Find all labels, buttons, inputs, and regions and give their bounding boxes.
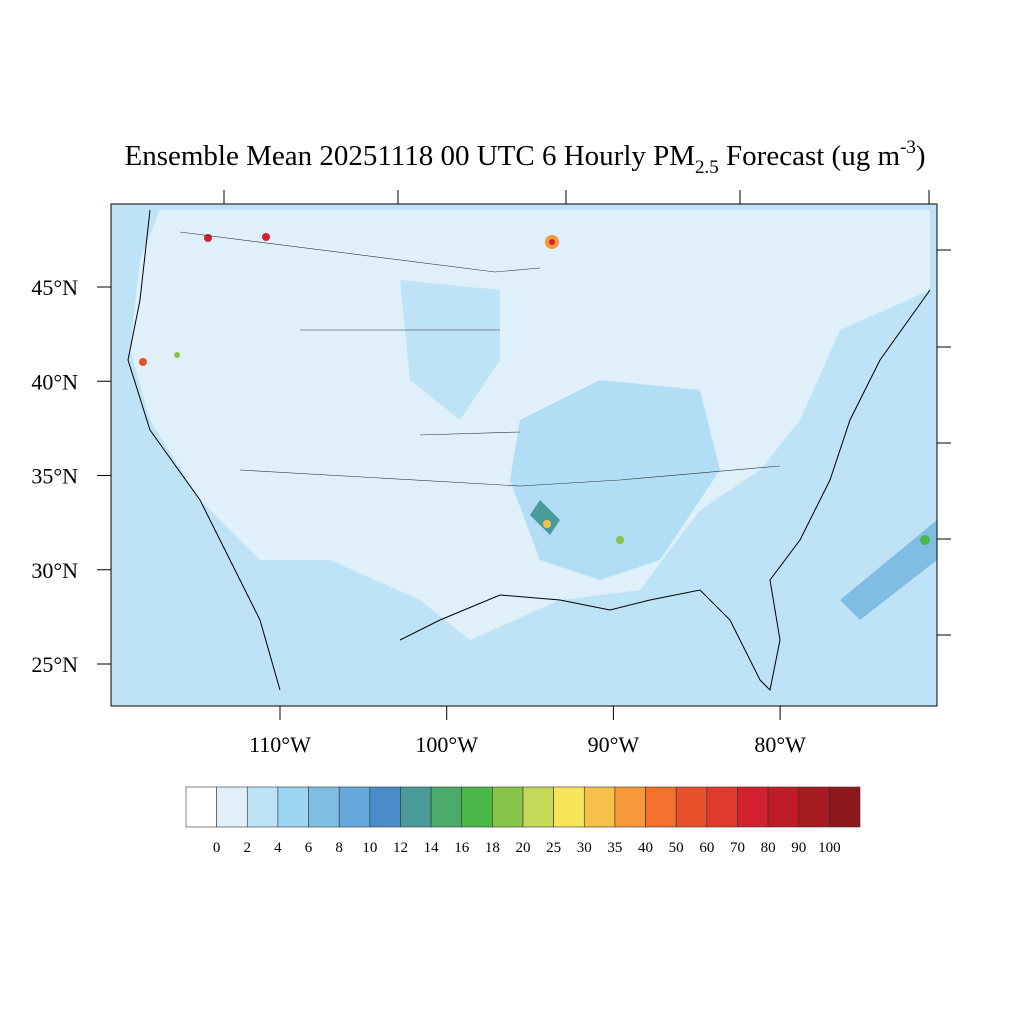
colorbar-label: 35	[607, 840, 622, 856]
colorbar-box	[461, 786, 493, 828]
title-lead: Ensemble Mean 20251118 00 UTC 6 Hourly P…	[124, 140, 695, 172]
colorbar-label: 2	[244, 840, 252, 856]
colorbar-label: 4	[274, 840, 282, 856]
colorbar-box	[829, 786, 861, 828]
colorbar-box	[614, 786, 646, 828]
colorbar-box	[706, 786, 738, 828]
lon-label: 80°W	[754, 732, 806, 757]
colorbar-box	[553, 786, 585, 828]
colorbar-box	[277, 786, 309, 828]
title-tail: )	[916, 140, 926, 172]
lon-label: 110°W	[249, 732, 311, 757]
colorbar-label: 90	[791, 840, 806, 856]
colorbar-box	[675, 786, 708, 828]
title: Ensemble Mean 20251118 00 UTC 6 Hourly P…	[124, 137, 925, 178]
colorbar-label: 40	[638, 840, 653, 856]
colorbar-box	[185, 786, 217, 828]
colorbar-box	[798, 786, 830, 828]
colorbar-box	[492, 786, 524, 828]
colorbar-label: 100	[818, 840, 841, 856]
colorbar-box	[522, 786, 554, 828]
title-mid: Forecast (ug m	[719, 140, 901, 172]
frame-ticks	[223, 190, 951, 636]
colorbar-box	[369, 786, 401, 828]
lon-label: 100°W	[415, 732, 478, 757]
colorbar-label: 6	[305, 840, 313, 856]
colorbar-label: 18	[485, 840, 500, 856]
hotspot	[543, 520, 551, 528]
lat-label: 35°N	[31, 464, 78, 489]
colorbar-label: 25	[546, 840, 561, 856]
colorbar-label: 8	[335, 840, 343, 856]
colorbar-label: 50	[669, 840, 684, 856]
colorbar-box	[430, 786, 463, 828]
coastline	[399, 289, 931, 692]
colorbar-box	[400, 786, 432, 828]
lat-label: 40°N	[31, 369, 78, 394]
lat-label: 30°N	[31, 558, 78, 583]
colorbar-box	[246, 786, 279, 828]
hotspot	[549, 239, 555, 245]
hotspot	[616, 536, 624, 544]
lat-label: 25°N	[31, 652, 78, 677]
state-borders	[179, 231, 781, 487]
colorbar-label: 10	[362, 840, 377, 856]
coastline	[127, 209, 281, 691]
title-sup: -3	[900, 137, 916, 158]
hotspot	[139, 358, 147, 366]
title-sub: 2.5	[695, 157, 719, 178]
colorbar-label: 80	[761, 840, 776, 856]
hotspot	[530, 500, 560, 535]
hotspot	[262, 233, 270, 241]
axes: 45°N 40°N 35°N 30°N 25°N 110°W 100°W 90°W 80°W	[31, 275, 806, 757]
colorbar-label: 60	[699, 840, 714, 856]
colorbar-box	[338, 786, 371, 828]
colorbar-box	[583, 786, 616, 828]
plume	[840, 520, 937, 620]
colorbar-box	[216, 786, 248, 828]
colorbar-label: 14	[424, 840, 440, 856]
colorbar-label: 20	[516, 840, 531, 856]
lon-label: 90°W	[588, 732, 640, 757]
colorbar-box	[645, 786, 677, 828]
colorbar-label: 70	[730, 840, 745, 856]
colorbar-label: 12	[393, 840, 408, 856]
colorbar-box	[767, 786, 800, 828]
colorbar-label: 0	[213, 840, 221, 856]
colorbar: 0 2 4 6 8 10 12 14 16 18 20 25 30 35 40 50 60 70 80 90 100	[185, 786, 861, 856]
map-frame	[110, 203, 938, 707]
colorbar-label: 30	[577, 840, 592, 856]
colorbar-box	[308, 786, 340, 828]
hotspot	[174, 352, 180, 358]
colorbar-box	[737, 786, 769, 828]
colorbar-label: 16	[454, 840, 470, 856]
lat-label: 45°N	[31, 275, 78, 300]
hotspot	[920, 535, 930, 545]
haze	[400, 280, 500, 420]
map-field	[111, 204, 937, 706]
